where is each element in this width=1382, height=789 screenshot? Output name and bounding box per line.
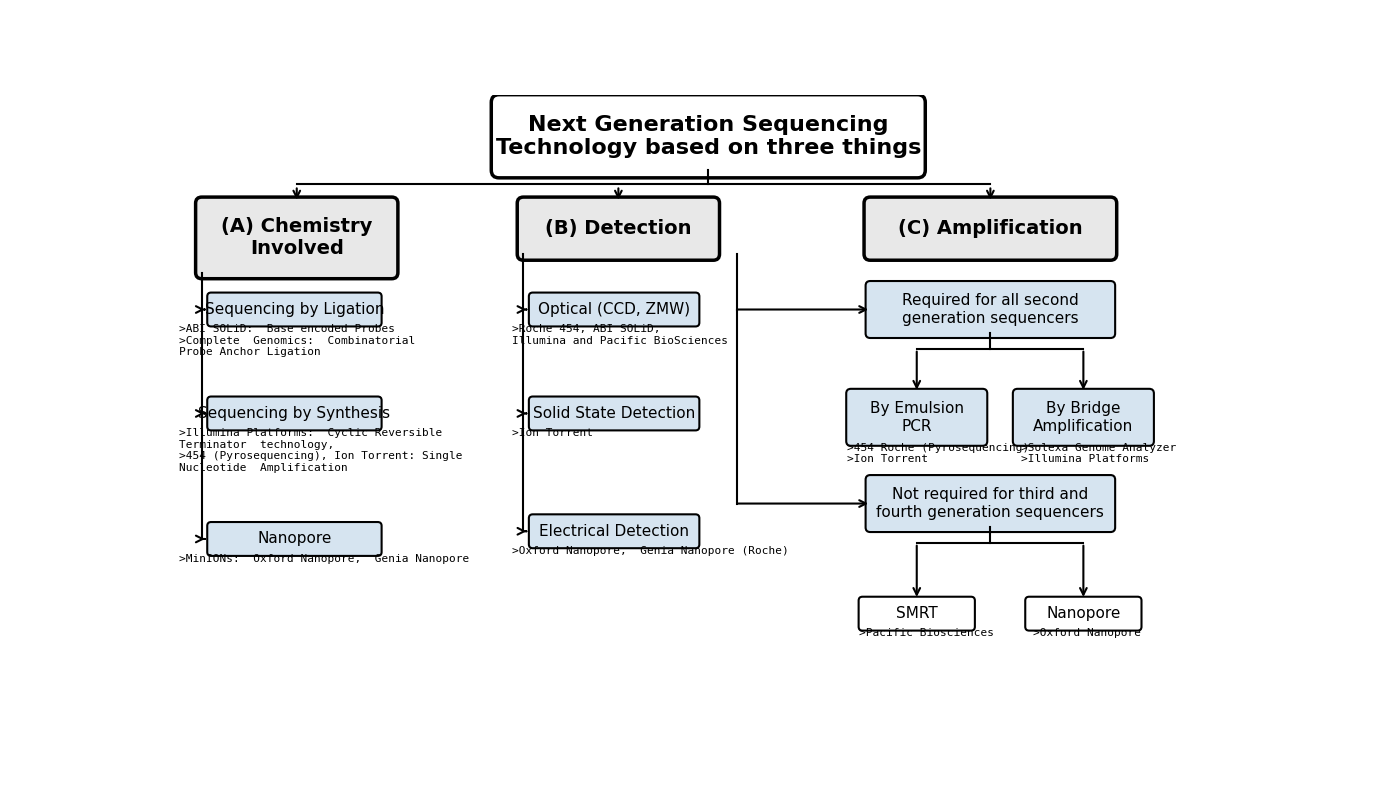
FancyBboxPatch shape <box>529 293 699 327</box>
FancyBboxPatch shape <box>207 397 381 431</box>
FancyBboxPatch shape <box>517 197 720 260</box>
Text: Nanopore: Nanopore <box>1046 606 1121 621</box>
FancyBboxPatch shape <box>207 293 381 327</box>
Text: SMRT: SMRT <box>896 606 937 621</box>
Text: >Solexa Genome Analyzer
>Illumina Platforms: >Solexa Genome Analyzer >Illumina Platfo… <box>1021 443 1176 464</box>
FancyBboxPatch shape <box>1013 389 1154 446</box>
Text: Required for all second
generation sequencers: Required for all second generation seque… <box>902 294 1079 326</box>
Text: (B) Detection: (B) Detection <box>545 219 691 238</box>
FancyBboxPatch shape <box>207 522 381 556</box>
Text: >MinIONs:  Oxford Nanopore,  Genia Nanopore: >MinIONs: Oxford Nanopore, Genia Nanopor… <box>178 554 468 563</box>
Text: Optical (CCD, ZMW): Optical (CCD, ZMW) <box>538 302 690 317</box>
Text: Next Generation Sequencing
Technology based on three things: Next Generation Sequencing Technology ba… <box>496 114 920 158</box>
Text: >Illumina Platforms:  Cyclic Reversible
Terminator  technology,
>454 (Pyrosequen: >Illumina Platforms: Cyclic Reversible T… <box>178 428 462 473</box>
Text: (A) Chemistry
Involved: (A) Chemistry Involved <box>221 218 372 259</box>
Text: Solid State Detection: Solid State Detection <box>533 406 695 421</box>
Text: >Oxford Nanopore,  Genia Nanopore (Roche): >Oxford Nanopore, Genia Nanopore (Roche) <box>511 546 789 556</box>
FancyBboxPatch shape <box>529 514 699 548</box>
Text: By Bridge
Amplification: By Bridge Amplification <box>1034 401 1133 433</box>
Text: >454 Roche (Pyrosequencing)
>Ion Torrent: >454 Roche (Pyrosequencing) >Ion Torrent <box>847 443 1030 464</box>
FancyBboxPatch shape <box>196 197 398 279</box>
Text: >Ion Torrent: >Ion Torrent <box>511 428 593 438</box>
FancyBboxPatch shape <box>846 389 987 446</box>
FancyBboxPatch shape <box>864 197 1117 260</box>
Text: >Pacific Biosciences: >Pacific Biosciences <box>858 628 994 638</box>
Text: >Oxford Nanopore: >Oxford Nanopore <box>1032 628 1142 638</box>
Text: Sequencing by Ligation: Sequencing by Ligation <box>205 302 384 317</box>
Text: By Emulsion
PCR: By Emulsion PCR <box>869 401 963 433</box>
Text: Not required for third and
fourth generation sequencers: Not required for third and fourth genera… <box>876 488 1104 520</box>
Text: (C) Amplification: (C) Amplification <box>898 219 1082 238</box>
FancyBboxPatch shape <box>865 281 1115 338</box>
Text: >Roche 454, ABI SOLiD,
Illumina and Pacific BioSciences: >Roche 454, ABI SOLiD, Illumina and Paci… <box>511 324 728 346</box>
FancyBboxPatch shape <box>491 95 926 178</box>
Text: Sequencing by Synthesis: Sequencing by Synthesis <box>199 406 391 421</box>
Text: Nanopore: Nanopore <box>257 532 332 547</box>
FancyBboxPatch shape <box>865 475 1115 532</box>
FancyBboxPatch shape <box>858 596 974 630</box>
Text: Electrical Detection: Electrical Detection <box>539 524 690 539</box>
FancyBboxPatch shape <box>1025 596 1142 630</box>
Text: >ABI SOLiD:  Base encoded Probes
>Complete  Genomics:  Combinatorial
Probe Ancho: >ABI SOLiD: Base encoded Probes >Complet… <box>178 324 415 357</box>
FancyBboxPatch shape <box>529 397 699 431</box>
